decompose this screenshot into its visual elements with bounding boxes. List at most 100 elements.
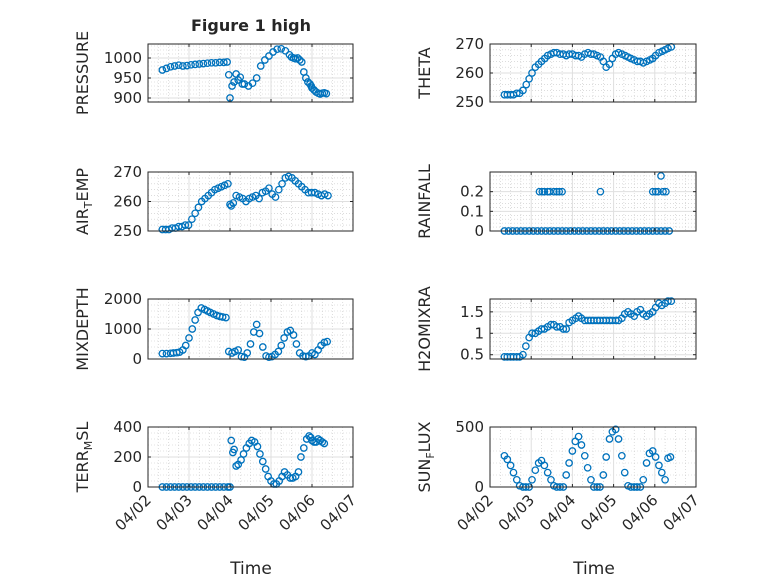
data-point xyxy=(179,62,187,70)
data-point xyxy=(256,62,265,70)
data-point xyxy=(299,444,308,452)
data-point xyxy=(522,80,531,89)
x-axis-label-right: Time xyxy=(572,559,615,579)
data-point xyxy=(258,343,267,351)
data-point xyxy=(664,297,672,305)
data-point xyxy=(657,468,666,477)
subplot-h2omixra: 0.5 1 1.5 H2OMIXRA xyxy=(415,286,697,372)
y-tick-label: 270 xyxy=(455,35,484,53)
data-point xyxy=(191,209,199,218)
data-point xyxy=(509,468,518,477)
data-point xyxy=(187,60,195,69)
data-point xyxy=(234,346,243,354)
data-point xyxy=(535,187,544,196)
y-tick-label: 1000 xyxy=(104,320,142,338)
data-point xyxy=(265,353,273,362)
data-point xyxy=(255,329,264,338)
y-axis-label: MIXDEPTH xyxy=(73,287,92,370)
data-point xyxy=(555,187,564,196)
figure-title: Figure 1 high xyxy=(191,16,311,35)
data-point xyxy=(162,64,171,73)
series-mixdepth xyxy=(158,304,332,362)
axes-frame xyxy=(489,298,697,360)
data-point xyxy=(188,325,197,333)
data-point xyxy=(519,86,527,95)
data-point xyxy=(648,447,657,455)
data-point xyxy=(512,89,521,98)
data-point xyxy=(215,58,224,67)
data-point xyxy=(274,347,283,356)
data-point xyxy=(543,468,552,477)
data-point xyxy=(218,313,227,321)
data-point xyxy=(248,79,257,88)
data-point xyxy=(174,61,183,70)
data-point xyxy=(229,199,238,207)
y-axis-label: AIRTEMP xyxy=(73,168,95,235)
data-point xyxy=(181,221,190,229)
axes-frame xyxy=(489,426,697,488)
data-point xyxy=(194,203,203,212)
y-axis-label: SUNFLUX xyxy=(415,421,437,492)
data-point xyxy=(232,462,240,470)
x-axis-label-left: Time xyxy=(229,559,272,579)
data-point xyxy=(525,74,533,83)
data-point xyxy=(158,349,167,358)
data-point xyxy=(552,323,561,331)
subplot-mixdepth: 0 1000 2000 MIXDEPTH xyxy=(73,287,354,371)
data-point xyxy=(574,432,583,441)
data-point xyxy=(293,54,302,62)
plot-area xyxy=(490,172,696,231)
data-point xyxy=(172,348,181,357)
y-tick-label: 0.5 xyxy=(460,346,484,364)
data-point xyxy=(528,329,536,338)
data-point xyxy=(278,179,286,188)
plot-area xyxy=(148,44,353,102)
data-point xyxy=(323,337,332,346)
data-point xyxy=(587,475,595,484)
y-tick-label: 1000 xyxy=(104,49,142,67)
data-point xyxy=(199,59,208,68)
y-tick-label: 0 xyxy=(132,350,142,368)
x-tick-label: 04/03 xyxy=(153,491,196,534)
data-point xyxy=(651,453,660,461)
data-point xyxy=(230,445,238,454)
axes-frame xyxy=(147,43,354,103)
x-tick-label: 04/07 xyxy=(317,491,360,534)
data-point xyxy=(170,62,179,70)
data-point xyxy=(667,297,676,305)
data-point xyxy=(292,340,301,348)
y-tick-label: 900 xyxy=(113,89,142,107)
data-point xyxy=(599,471,608,479)
y-tick-label: 1 xyxy=(474,324,484,342)
data-point xyxy=(297,453,305,461)
y-tick-label: 200 xyxy=(113,448,142,466)
data-point xyxy=(191,60,199,69)
data-point xyxy=(528,69,536,77)
y-tick-label: 500 xyxy=(455,418,484,436)
data-point xyxy=(191,316,199,324)
data-point xyxy=(614,435,623,443)
data-point xyxy=(188,215,196,224)
x-tick-label: 04/06 xyxy=(276,491,319,534)
data-point xyxy=(540,187,549,196)
data-point xyxy=(280,334,288,342)
data-point xyxy=(207,58,216,67)
data-point xyxy=(239,450,248,458)
data-point xyxy=(277,44,286,53)
data-point xyxy=(230,78,238,86)
data-point xyxy=(602,453,611,461)
y-axis-label: PRESSURE xyxy=(73,31,92,115)
data-point xyxy=(256,450,264,458)
data-point xyxy=(228,82,236,90)
x-tick-label: 04/05 xyxy=(235,491,278,534)
data-point xyxy=(265,52,273,60)
data-point xyxy=(605,435,614,443)
data-point xyxy=(512,475,521,484)
data-point xyxy=(286,474,295,482)
series-sun-flux xyxy=(500,425,675,491)
data-point xyxy=(568,447,577,455)
